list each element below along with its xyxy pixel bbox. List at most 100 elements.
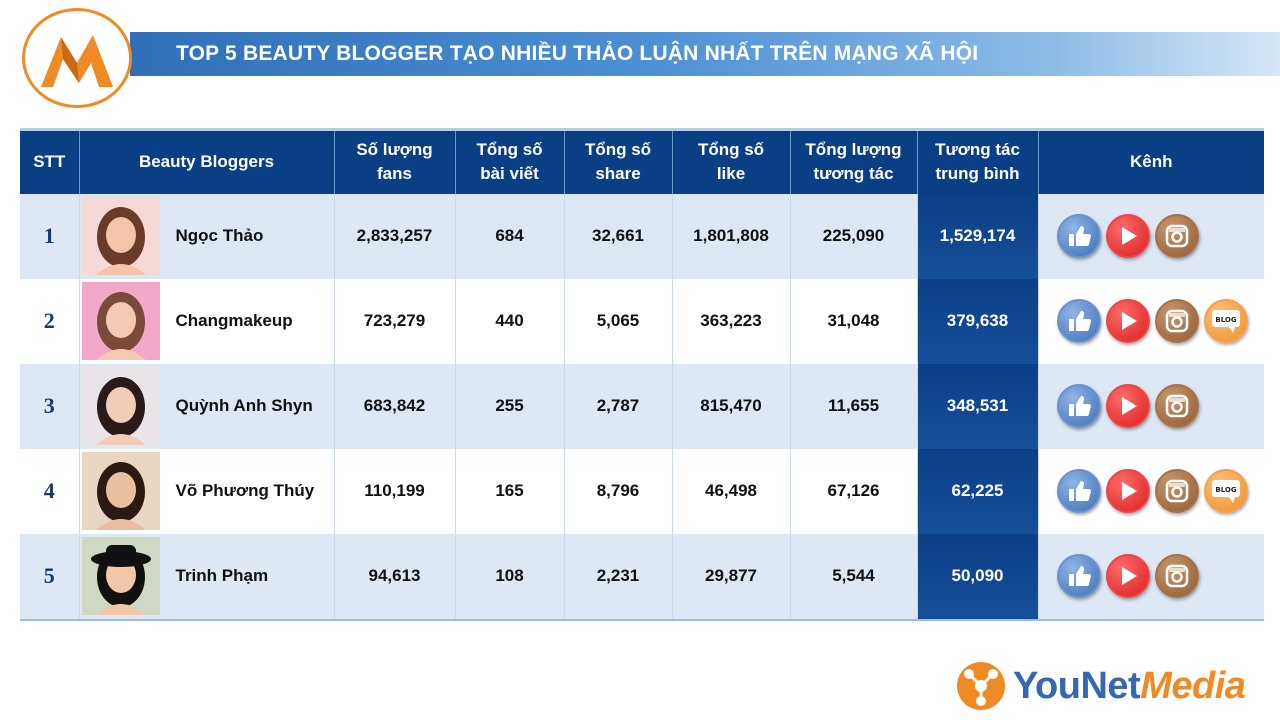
blogger-name: Trinh Phạm xyxy=(175,566,269,585)
interactions-cell: 225,090 xyxy=(789,193,917,279)
fans-cell: 94,613 xyxy=(333,533,455,621)
camera-icon[interactable] xyxy=(1154,214,1199,258)
play-icon[interactable] xyxy=(1105,384,1150,428)
rank-cell: 3 xyxy=(20,363,79,449)
avg-interaction-cell: 62,225 xyxy=(916,448,1038,534)
play-icon[interactable] xyxy=(1105,214,1150,258)
shares-cell: 5,065 xyxy=(563,278,672,364)
likes-cell: 363,223 xyxy=(671,278,790,364)
blogger-name: Võ Phương Thúy xyxy=(175,481,315,500)
column-header-line2: fans xyxy=(377,164,412,184)
column-header-line1: Kênh xyxy=(1130,152,1173,172)
column-header: Tổng số like xyxy=(671,128,790,194)
shares-cell: 8,796 xyxy=(563,448,672,534)
fans-cell: 2,833,257 xyxy=(333,193,455,279)
title-banner: TOP 5 BEAUTY BLOGGER TẠO NHIỀU THẢO LUẬN… xyxy=(130,32,1280,76)
posts-cell: 255 xyxy=(454,363,564,449)
channels-cell xyxy=(1037,533,1264,621)
blog-bubble-icon[interactable]: BLOG xyxy=(1203,469,1248,513)
shares-cell: 2,787 xyxy=(563,363,672,449)
table-row: 3 Quỳnh Anh Shyn 683,842 255 2,787 815,470 11,… xyxy=(20,363,1264,449)
shares-cell: 2,231 xyxy=(563,533,672,621)
table-row: 1 Ngọc Thảo 2,833,257 684 32,661 1,801,808 225… xyxy=(20,193,1264,279)
posts-cell: 684 xyxy=(454,193,564,279)
avatar xyxy=(81,282,160,360)
column-header: Tương tác trung bình xyxy=(916,128,1038,194)
network-hub-icon xyxy=(957,662,1005,710)
avatar xyxy=(81,197,160,275)
table-header-row: STT Beauty Bloggers Số lượng fans Tổng số bài… xyxy=(20,128,1264,194)
play-icon[interactable] xyxy=(1105,469,1150,513)
camera-icon[interactable] xyxy=(1154,299,1199,343)
column-header-line1: Tổng số xyxy=(584,140,652,160)
younet-media-logo: YouNetMedia xyxy=(955,660,1246,712)
table-body: 1 Ngọc Thảo 2,833,257 684 32,661 1,801,808 225… xyxy=(20,193,1264,621)
blogger-cell: Trinh Phạm xyxy=(78,533,334,621)
blog-bubble-icon[interactable]: BLOG xyxy=(1203,299,1248,343)
shares-cell: 32,661 xyxy=(563,193,672,279)
avatar xyxy=(81,452,160,530)
column-header: Kênh xyxy=(1037,128,1264,194)
column-header-line1: Beauty Bloggers xyxy=(138,152,275,172)
thumbs-up-icon[interactable] xyxy=(1056,214,1101,258)
column-header-line2: bài viết xyxy=(480,164,539,184)
column-header: Tổng số share xyxy=(563,128,672,194)
play-icon[interactable] xyxy=(1105,299,1150,343)
table-row: 4 Võ Phương Thúy 110,199 165 8,796 46,498 67,1… xyxy=(20,448,1264,534)
interactions-cell: 5,544 xyxy=(789,533,917,621)
posts-cell: 108 xyxy=(454,533,564,621)
page-title: TOP 5 BEAUTY BLOGGER TẠO NHIỀU THẢO LUẬN… xyxy=(176,42,979,65)
avg-interaction-cell: 50,090 xyxy=(916,533,1038,621)
table-row: 2 Changmakeup 723,279 440 5,065 363,223 31,048… xyxy=(20,278,1264,364)
blogger-name: Ngọc Thảo xyxy=(175,226,264,245)
camera-icon[interactable] xyxy=(1154,554,1199,598)
thumbs-up-icon[interactable] xyxy=(1056,469,1101,513)
likes-cell: 1,801,808 xyxy=(671,193,790,279)
fans-cell: 110,199 xyxy=(333,448,455,534)
thumbs-up-icon[interactable] xyxy=(1056,299,1101,343)
svg-text:BLOG: BLOG xyxy=(1215,486,1236,494)
rank-cell: 5 xyxy=(20,533,79,621)
column-header-line2: share xyxy=(595,164,641,184)
blogger-cell: Changmakeup xyxy=(78,278,334,364)
camera-icon[interactable] xyxy=(1154,384,1199,428)
column-header-line1: Tổng số xyxy=(476,140,543,160)
column-header-line2: trung bình xyxy=(935,164,1020,184)
blogger-cell: Ngọc Thảo xyxy=(78,193,334,279)
rank-cell: 4 xyxy=(20,448,79,534)
column-header-line1: Số lượng xyxy=(356,140,433,160)
company-logo xyxy=(22,8,132,108)
fans-cell: 683,842 xyxy=(333,363,455,449)
blogger-name: Quỳnh Anh Shyn xyxy=(175,396,313,415)
likes-cell: 815,470 xyxy=(671,363,790,449)
interactions-cell: 31,048 xyxy=(789,278,917,364)
play-icon[interactable] xyxy=(1105,554,1150,598)
column-header: Tổng số bài viết xyxy=(454,128,564,194)
column-header-line1: STT xyxy=(33,152,66,172)
bloggers-table: STT Beauty Bloggers Số lượng fans Tổng số bài… xyxy=(20,128,1264,621)
column-header-line1: Tương tác xyxy=(935,140,1020,160)
brand-media: Media xyxy=(1140,664,1246,707)
camera-icon[interactable] xyxy=(1154,469,1199,513)
rank-cell: 2 xyxy=(20,278,79,364)
thumbs-up-icon[interactable] xyxy=(1056,554,1101,598)
column-header: STT xyxy=(20,128,79,194)
column-header-line2: like xyxy=(716,164,746,184)
interactions-cell: 67,126 xyxy=(789,448,917,534)
column-header: Tổng lượng tương tác xyxy=(789,128,917,194)
channels-cell: BLOG xyxy=(1037,278,1264,364)
blogger-cell: Võ Phương Thúy xyxy=(78,448,334,534)
avatar xyxy=(81,367,160,445)
rank-cell: 1 xyxy=(20,193,79,279)
column-header: Số lượng fans xyxy=(333,128,455,194)
table-row: 5 Trinh Phạm 94,613 108 2,231 29,877 5,544 50,0… xyxy=(20,533,1264,621)
avg-interaction-cell: 348,531 xyxy=(916,363,1038,449)
channels-cell xyxy=(1037,193,1264,279)
blogger-name: Changmakeup xyxy=(175,311,293,330)
posts-cell: 440 xyxy=(454,278,564,364)
interactions-cell: 11,655 xyxy=(789,363,917,449)
posts-cell: 165 xyxy=(454,448,564,534)
column-header: Beauty Bloggers xyxy=(78,128,334,194)
likes-cell: 29,877 xyxy=(671,533,790,621)
thumbs-up-icon[interactable] xyxy=(1056,384,1101,428)
